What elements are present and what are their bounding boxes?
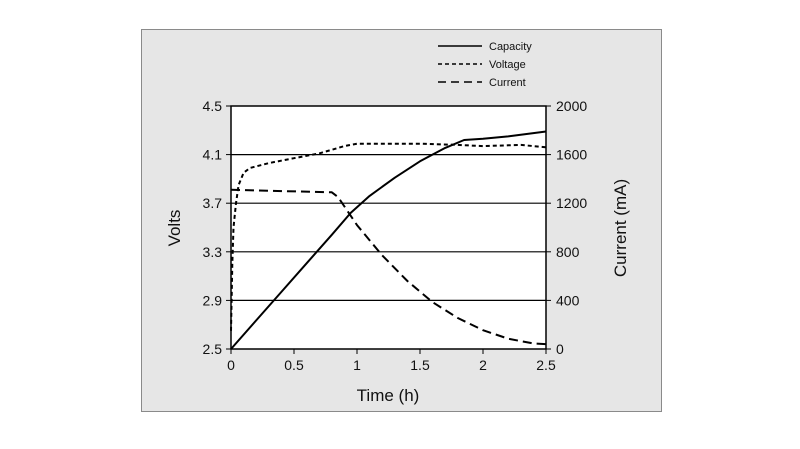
y-right-tick-label: 400 <box>556 292 580 308</box>
series-layer <box>230 130 547 350</box>
y-left-tick-label: 2.9 <box>203 292 223 308</box>
x-tick-label: 0.5 <box>284 357 304 373</box>
y-right-axis-title: Current (mA) <box>611 179 630 277</box>
x-tick-label: 1.5 <box>410 357 430 373</box>
y-right-tick-label: 0 <box>556 341 564 357</box>
chart-panel: 0 0.5 1 1.5 2 2.5 2.5 2.9 3.3 3.7 4.1 4.5 0 400 800 1… <box>141 29 662 412</box>
legend-label-capacity: Capacity <box>489 41 532 53</box>
x-tick-label: 2.5 <box>536 357 556 373</box>
y-left-tick-label: 2.5 <box>203 341 223 357</box>
y-right-tick-label: 800 <box>556 244 580 260</box>
y-left-axis-ticks: 2.5 2.9 3.3 3.7 4.1 4.5 <box>203 98 231 357</box>
legend-label-voltage: Voltage <box>489 59 526 71</box>
legend-label-current: Current <box>489 77 526 89</box>
y-left-tick-label: 3.3 <box>203 244 223 260</box>
plot-area <box>230 105 547 350</box>
x-axis-ticks: 0 0.5 1 1.5 2 2.5 <box>227 349 556 373</box>
y-left-tick-label: 3.7 <box>203 195 223 211</box>
gridlines <box>231 153 546 301</box>
x-tick-label: 1 <box>353 357 361 373</box>
y-right-axis-ticks: 0 400 800 1200 1600 2000 <box>546 98 587 357</box>
series-line-current <box>230 188 547 346</box>
y-right-tick-label: 2000 <box>556 98 587 114</box>
x-axis-title: Time (h) <box>357 386 420 405</box>
series-line-capacity <box>230 130 547 350</box>
x-tick-label: 2 <box>479 357 487 373</box>
chart-svg: 0 0.5 1 1.5 2 2.5 2.5 2.9 3.3 3.7 4.1 4.5 0 400 800 1… <box>165 41 630 405</box>
series-line-voltage <box>230 142 547 331</box>
y-left-tick-label: 4.5 <box>203 98 223 114</box>
y-left-tick-label: 4.1 <box>203 147 223 163</box>
y-left-axis-title: Volts <box>165 210 184 247</box>
y-right-tick-label: 1200 <box>556 195 587 211</box>
y-right-tick-label: 1600 <box>556 147 587 163</box>
legend: Capacity Voltage Current <box>438 41 532 89</box>
x-tick-label: 0 <box>227 357 235 373</box>
